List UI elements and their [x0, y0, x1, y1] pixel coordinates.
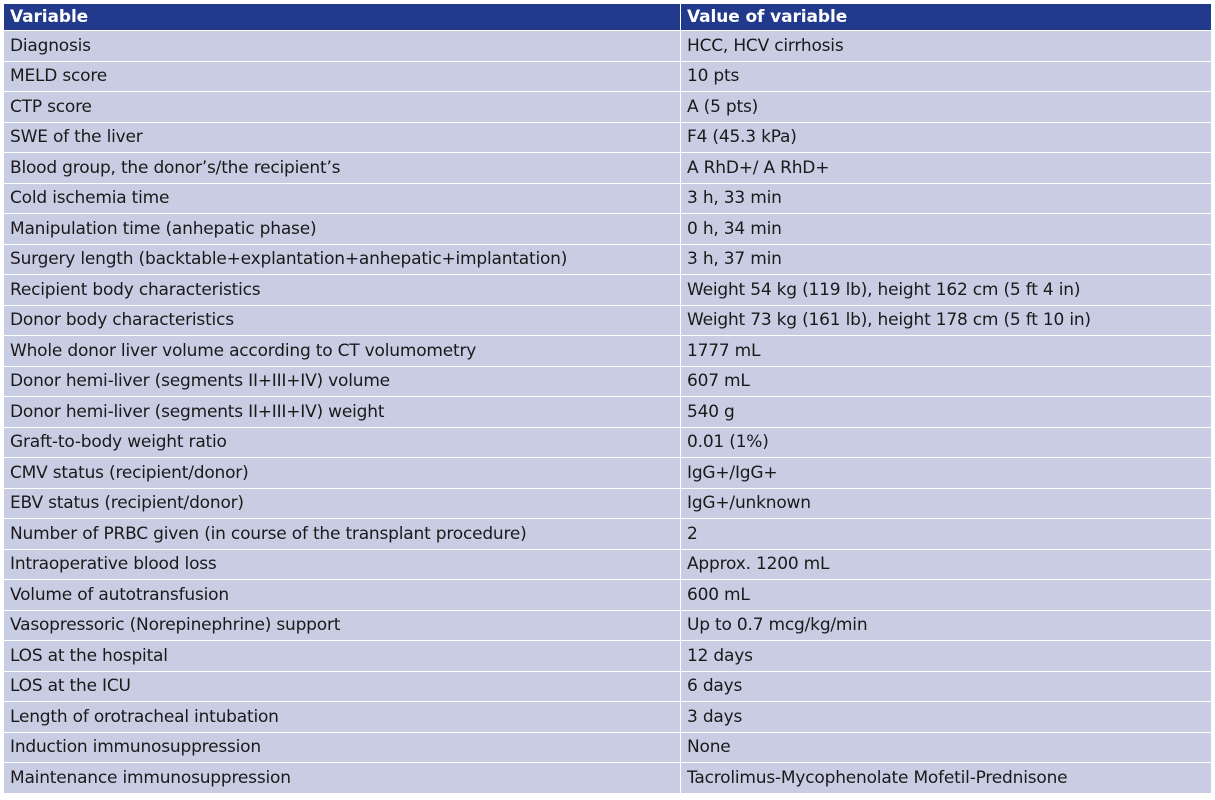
cell-value: 10 pts: [680, 60, 1212, 92]
cell-value: None: [680, 731, 1212, 763]
table-row: Whole donor liver volume according to CT…: [3, 335, 1212, 367]
cell-value: 607 mL: [680, 365, 1212, 397]
cell-value: 2: [680, 518, 1212, 550]
table-row: Donor hemi-liver (segments II+III+IV) we…: [3, 396, 1212, 428]
table-row: Intraoperative blood loss Approx. 1200 mL: [3, 548, 1212, 580]
cell-value: Up to 0.7 mcg/kg/min: [680, 609, 1212, 641]
table-row: Blood group, the donor’s/the recipient’s…: [3, 152, 1212, 184]
cell-variable: Recipient body characteristics: [3, 274, 681, 306]
cell-value: 3 h, 37 min: [680, 243, 1212, 275]
cell-value: IgG+/IgG+: [680, 457, 1212, 489]
table-row: Recipient body characteristics Weight 54 …: [3, 274, 1212, 306]
header-variable: Variable: [3, 3, 681, 31]
cell-value: A RhD+/ A RhD+: [680, 152, 1212, 184]
cell-variable: Manipulation time (anhepatic phase): [3, 213, 681, 245]
cell-value: 1777 mL: [680, 335, 1212, 367]
cell-value: Weight 73 kg (161 lb), height 178 cm (5 …: [680, 304, 1212, 336]
cell-value: HCC, HCV cirrhosis: [680, 30, 1212, 62]
cell-value: Approx. 1200 mL: [680, 548, 1212, 580]
table-row: CMV status (recipient/donor) IgG+/IgG+: [3, 457, 1212, 489]
table-header-row: Variable Value of variable: [3, 3, 1212, 31]
table-row: Manipulation time (anhepatic phase) 0 h, …: [3, 213, 1212, 245]
cell-value: 12 days: [680, 640, 1212, 672]
table-row: Graft-to-body weight ratio 0.01 (1%): [3, 426, 1212, 458]
cell-value: 0 h, 34 min: [680, 213, 1212, 245]
cell-value: IgG+/unknown: [680, 487, 1212, 519]
table-row: Diagnosis HCC, HCV cirrhosis: [3, 30, 1212, 62]
cell-variable: Intraoperative blood loss: [3, 548, 681, 580]
cell-value: 3 days: [680, 701, 1212, 733]
cell-value: 6 days: [680, 670, 1212, 702]
table-row: Donor hemi-liver (segments II+III+IV) vo…: [3, 365, 1212, 397]
cell-variable: Donor hemi-liver (segments II+III+IV) vo…: [3, 365, 681, 397]
table-row: Maintenance immunosuppression Tacrolimus-…: [3, 762, 1212, 794]
cell-variable: Surgery length (backtable+explantation+a…: [3, 243, 681, 275]
cell-variable: Graft-to-body weight ratio: [3, 426, 681, 458]
table-row: Surgery length (backtable+explantation+a…: [3, 243, 1212, 275]
cell-variable: Donor body characteristics: [3, 304, 681, 336]
cell-variable: Vasopressoric (Norepinephrine) support: [3, 609, 681, 641]
cell-variable: Donor hemi-liver (segments II+III+IV) we…: [3, 396, 681, 428]
cell-value: A (5 pts): [680, 91, 1212, 123]
cell-variable: CTP score: [3, 91, 681, 123]
table-row: Volume of autotransfusion 600 mL: [3, 579, 1212, 611]
cell-value: 0.01 (1%): [680, 426, 1212, 458]
cell-variable: Blood group, the donor’s/the recipient’s: [3, 152, 681, 184]
cell-value: Weight 54 kg (119 lb), height 162 cm (5 …: [680, 274, 1212, 306]
cell-variable: Number of PRBC given (in course of the t…: [3, 518, 681, 550]
table-row: Donor body characteristics Weight 73 kg (…: [3, 304, 1212, 336]
table-row: Length of orotracheal intubation 3 days: [3, 701, 1212, 733]
table-row: SWE of the liver F4 (45.3 kPa): [3, 121, 1212, 153]
cell-value: 600 mL: [680, 579, 1212, 611]
cell-variable: LOS at the ICU: [3, 670, 681, 702]
table-row: LOS at the hospital 12 days: [3, 640, 1212, 672]
cell-variable: Diagnosis: [3, 30, 681, 62]
cell-variable: SWE of the liver: [3, 121, 681, 153]
cell-variable: Length of orotracheal intubation: [3, 701, 681, 733]
table-row: MELD score 10 pts: [3, 60, 1212, 92]
cell-value: 3 h, 33 min: [680, 182, 1212, 214]
table-row: CTP score A (5 pts): [3, 91, 1212, 123]
table-body: Diagnosis HCC, HCV cirrhosis MELD score 10 …: [3, 30, 1212, 794]
variables-table: Variable Value of variable Diagnosis HCC,…: [3, 3, 1212, 794]
table-row: Vasopressoric (Norepinephrine) support Up…: [3, 609, 1212, 641]
cell-variable: Whole donor liver volume according to CT…: [3, 335, 681, 367]
table-row: Number of PRBC given (in course of the t…: [3, 518, 1212, 550]
cell-variable: Volume of autotransfusion: [3, 579, 681, 611]
cell-variable: MELD score: [3, 60, 681, 92]
cell-value: 540 g: [680, 396, 1212, 428]
header-value-of-variable: Value of variable: [680, 3, 1212, 31]
cell-variable: CMV status (recipient/donor): [3, 457, 681, 489]
cell-variable: LOS at the hospital: [3, 640, 681, 672]
table-row: LOS at the ICU 6 days: [3, 670, 1212, 702]
table-row: Cold ischemia time 3 h, 33 min: [3, 182, 1212, 214]
data-table-container: Variable Value of variable Diagnosis HCC,…: [3, 3, 1212, 794]
cell-value: Tacrolimus-Mycophenolate Mofetil-Prednis…: [680, 762, 1212, 794]
cell-value: F4 (45.3 kPa): [680, 121, 1212, 153]
table-row: Induction immunosuppression None: [3, 731, 1212, 763]
table-row: EBV status (recipient/donor) IgG+/unknown: [3, 487, 1212, 519]
cell-variable: Maintenance immunosuppression: [3, 762, 681, 794]
cell-variable: Induction immunosuppression: [3, 731, 681, 763]
cell-variable: EBV status (recipient/donor): [3, 487, 681, 519]
cell-variable: Cold ischemia time: [3, 182, 681, 214]
